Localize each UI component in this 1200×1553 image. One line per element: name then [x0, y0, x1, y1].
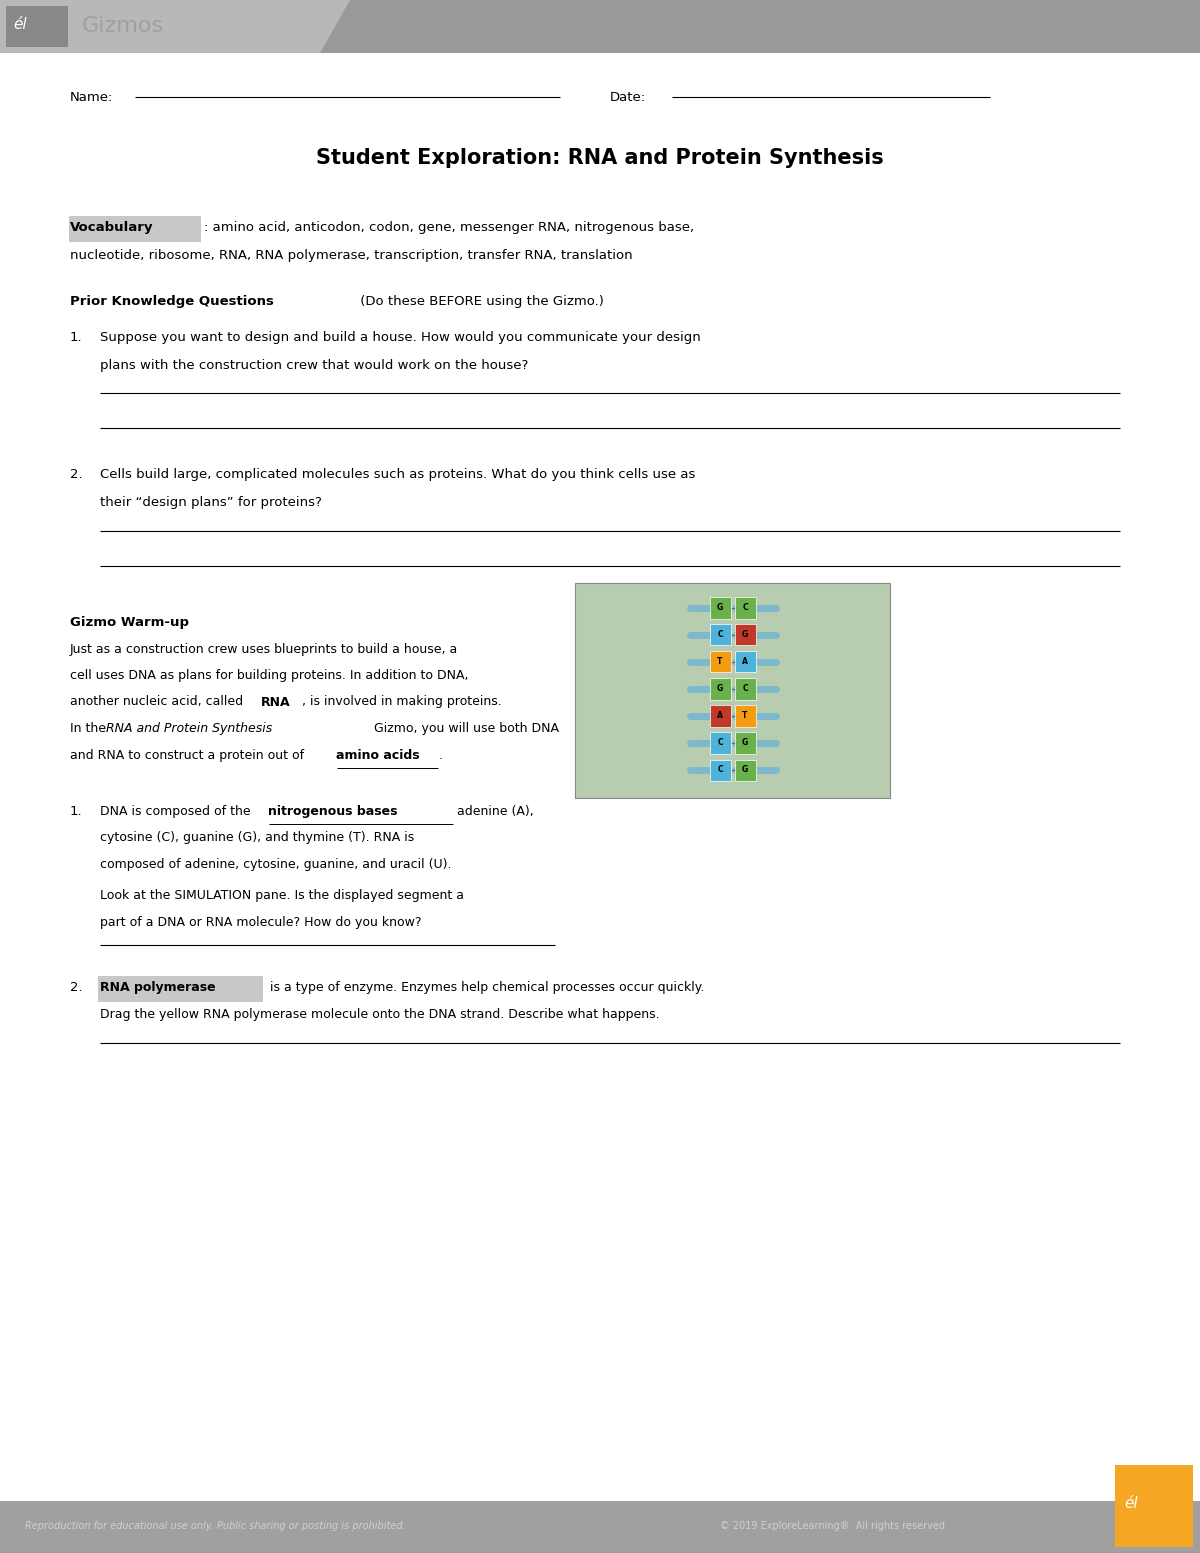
Text: RNA: RNA [262, 696, 290, 708]
Text: RNA and Protein Synthesis: RNA and Protein Synthesis [106, 722, 272, 735]
Bar [575, 582, 890, 798]
Bar [70, 216, 200, 242]
Text: Just as a construction crew uses blueprints to build a house, a: Just as a construction crew uses bluepri… [70, 643, 458, 655]
Bar [709, 705, 731, 727]
Text: G: G [716, 683, 724, 693]
Text: adenine (A),: adenine (A), [454, 804, 534, 818]
Text: Suppose you want to design and build a house. How would you communicate your des: Suppose you want to design and build a h… [100, 331, 701, 345]
Bar [709, 733, 731, 753]
Text: 2.: 2. [70, 467, 83, 481]
Text: A: A [718, 711, 722, 721]
Text: cell uses DNA as plans for building proteins. In addition to DNA,: cell uses DNA as plans for building prot… [70, 669, 468, 682]
Text: C: C [718, 738, 722, 747]
Bar [709, 624, 731, 646]
Bar [734, 759, 756, 781]
Bar [709, 652, 731, 672]
Text: DNA is composed of the: DNA is composed of the [100, 804, 254, 818]
Bar [0, 1502, 1200, 1553]
Text: él: él [13, 17, 26, 33]
Text: C: C [742, 603, 748, 612]
Text: , is involved in making proteins.: , is involved in making proteins. [302, 696, 502, 708]
Bar [709, 679, 731, 699]
Text: RNA polymerase: RNA polymerase [100, 981, 216, 994]
Bar [0, 0, 1200, 53]
Text: nitrogenous bases: nitrogenous bases [269, 804, 398, 818]
Bar [734, 624, 756, 646]
Text: C: C [742, 683, 748, 693]
Bar [734, 733, 756, 753]
Text: Look at the SIMULATION pane. Is the displayed segment a: Look at the SIMULATION pane. Is the disp… [100, 890, 464, 902]
Text: composed of adenine, cytosine, guanine, and uracil (U).: composed of adenine, cytosine, guanine, … [100, 857, 451, 871]
Text: .: . [439, 749, 443, 761]
Bar [1115, 1464, 1193, 1547]
Text: amino acids: amino acids [336, 749, 420, 761]
Text: Gizmos: Gizmos [82, 16, 164, 36]
Text: is a type of enzyme. Enzymes help chemical processes occur quickly.: is a type of enzyme. Enzymes help chemic… [266, 981, 704, 994]
Text: Student Exploration: RNA and Protein Synthesis: Student Exploration: RNA and Protein Syn… [316, 148, 884, 168]
Text: T: T [743, 711, 748, 721]
Bar [709, 759, 731, 781]
Text: : amino acid, anticodon, codon, gene, messenger RNA, nitrogenous base,: : amino acid, anticodon, codon, gene, me… [204, 221, 694, 235]
Text: their “design plans” for proteins?: their “design plans” for proteins? [100, 495, 322, 509]
Text: G: G [716, 603, 724, 612]
Text: él: él [1124, 1497, 1138, 1511]
Text: A: A [742, 657, 748, 666]
Text: (Do these BEFORE using the Gizmo.): (Do these BEFORE using the Gizmo.) [356, 295, 604, 307]
Text: Cells build large, complicated molecules such as proteins. What do you think cel: Cells build large, complicated molecules… [100, 467, 695, 481]
Text: plans with the construction crew that would work on the house?: plans with the construction crew that wo… [100, 359, 528, 373]
Text: G: G [742, 631, 748, 638]
Text: G: G [742, 738, 748, 747]
Text: nucleotide, ribosome, RNA, RNA polymerase, transcription, transfer RNA, translat: nucleotide, ribosome, RNA, RNA polymeras… [70, 248, 632, 262]
Text: 2.: 2. [70, 981, 83, 994]
Bar [734, 598, 756, 618]
Bar [6, 6, 68, 47]
Text: T: T [718, 657, 722, 666]
Text: part of a DNA or RNA molecule? How do you know?: part of a DNA or RNA molecule? How do yo… [100, 916, 421, 929]
Text: In the: In the [70, 722, 110, 735]
Text: 1.: 1. [70, 331, 83, 345]
Text: Date:: Date: [610, 92, 646, 104]
Text: Name:: Name: [70, 92, 113, 104]
Bar [734, 705, 756, 727]
Text: Reproduction for educational use only. Public sharing or posting is prohibited.: Reproduction for educational use only. P… [25, 1520, 406, 1531]
Text: G: G [742, 766, 748, 773]
Text: Drag the yellow RNA polymerase molecule onto the DNA strand. Describe what happe: Drag the yellow RNA polymerase molecule … [100, 1008, 660, 1020]
Text: another nucleic acid, called: another nucleic acid, called [70, 696, 247, 708]
Bar [734, 652, 756, 672]
Text: cytosine (C), guanine (G), and thymine (T). RNA is: cytosine (C), guanine (G), and thymine (… [100, 831, 414, 845]
Text: Prior Knowledge Questions: Prior Knowledge Questions [70, 295, 274, 307]
Text: Vocabulary: Vocabulary [70, 221, 154, 235]
Bar [98, 975, 263, 1002]
Text: 1.: 1. [70, 804, 83, 818]
Text: Gizmo Warm-up: Gizmo Warm-up [70, 617, 190, 629]
Bar [709, 598, 731, 618]
Text: C: C [718, 631, 722, 638]
Text: and RNA to construct a protein out of: and RNA to construct a protein out of [70, 749, 308, 761]
Text: © 2019 ExploreLearning®  All rights reserved: © 2019 ExploreLearning® All rights reser… [720, 1520, 946, 1531]
Bar [734, 679, 756, 699]
Text: Gizmo, you will use both DNA: Gizmo, you will use both DNA [370, 722, 559, 735]
Text: C: C [718, 766, 722, 773]
Bar [575, 582, 890, 798]
Polygon shape [320, 0, 1200, 53]
